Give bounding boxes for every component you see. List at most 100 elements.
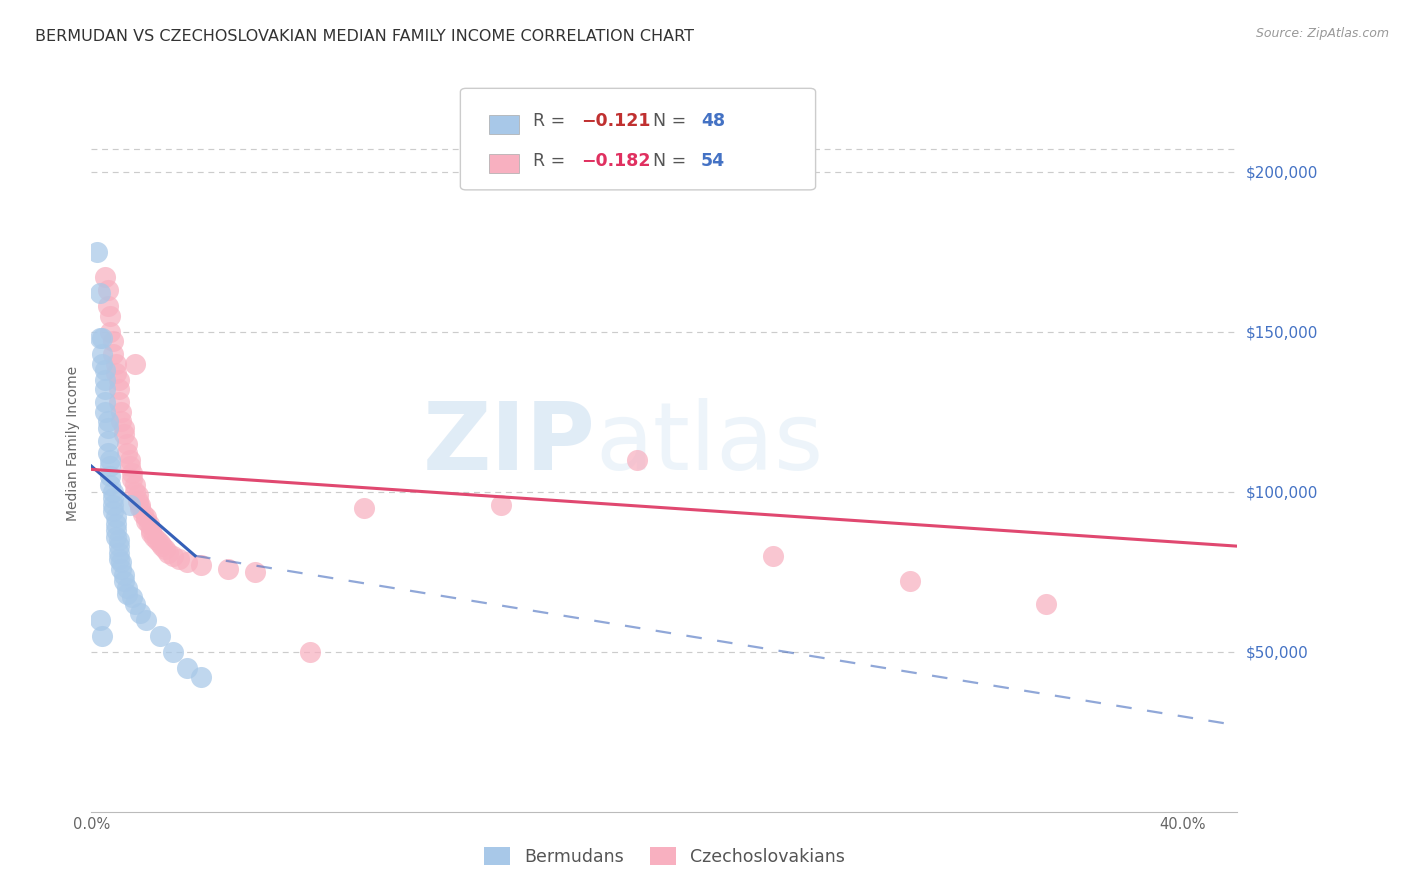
Point (94, 373, 117, 387)
Point (129, 498, 152, 512)
Point (141, 526, 163, 541)
Point (135, 514, 157, 528)
Point (97, 421, 120, 435)
Point (107, 395, 129, 409)
Text: N =: N = (652, 112, 692, 130)
Point (91, 357, 114, 371)
Point (103, 334, 125, 349)
Point (110, 555, 132, 569)
Point (1035, 597, 1057, 611)
Point (97, 414, 120, 428)
Point (94, 405, 117, 419)
Point (115, 437, 138, 451)
Point (121, 591, 143, 605)
Point (104, 516, 127, 531)
Text: R =: R = (533, 112, 571, 130)
Point (124, 484, 146, 499)
Point (97, 434, 120, 448)
Point (91, 629, 114, 643)
Point (149, 629, 172, 643)
Point (243, 565, 266, 579)
Point (103, 498, 125, 512)
Point (167, 552, 190, 566)
Point (118, 459, 141, 474)
Point (97, 299, 120, 313)
Point (162, 549, 184, 563)
Point (124, 597, 146, 611)
Point (150, 539, 173, 553)
Point (107, 533, 129, 547)
Point (104, 367, 127, 381)
Point (626, 452, 648, 467)
Text: ZIP: ZIP (423, 398, 596, 490)
Point (118, 498, 141, 512)
FancyBboxPatch shape (489, 154, 519, 173)
Point (135, 510, 157, 524)
Point (94, 383, 117, 397)
Point (298, 645, 321, 659)
Y-axis label: Median Family Income: Median Family Income (66, 367, 80, 521)
FancyBboxPatch shape (460, 88, 815, 190)
Point (143, 530, 166, 544)
Point (190, 670, 212, 684)
Text: −0.121: −0.121 (581, 112, 650, 130)
Point (103, 484, 125, 499)
Text: 48: 48 (702, 112, 725, 130)
Point (104, 530, 127, 544)
Point (149, 536, 172, 550)
Text: −0.182: −0.182 (581, 153, 650, 170)
Point (898, 574, 921, 589)
Point (135, 613, 157, 627)
Point (112, 574, 135, 589)
Point (94, 363, 117, 377)
Point (112, 421, 135, 435)
Point (104, 523, 127, 537)
Point (353, 500, 375, 515)
Point (86, 244, 108, 259)
Point (100, 468, 122, 483)
FancyBboxPatch shape (489, 114, 519, 134)
Point (100, 478, 122, 492)
Point (89, 331, 111, 345)
Point (103, 491, 125, 505)
Point (91, 331, 114, 345)
Legend: Bermudans, Czechoslovakians: Bermudans, Czechoslovakians (477, 840, 852, 873)
Point (94, 395, 117, 409)
Point (762, 549, 785, 563)
Point (104, 510, 127, 524)
Point (110, 414, 132, 428)
Point (176, 661, 198, 675)
Point (94, 270, 117, 285)
Point (115, 446, 138, 460)
Point (162, 645, 184, 659)
Point (112, 427, 135, 442)
Point (121, 472, 143, 486)
Text: BERMUDAN VS CZECHOSLOVAKIAN MEDIAN FAMILY INCOME CORRELATION CHART: BERMUDAN VS CZECHOSLOVAKIAN MEDIAN FAMIL… (35, 29, 695, 44)
Text: atlas: atlas (596, 398, 824, 490)
Point (176, 555, 198, 569)
Point (97, 446, 120, 460)
Point (110, 405, 132, 419)
Text: 54: 54 (702, 153, 725, 170)
Point (107, 383, 129, 397)
Point (104, 357, 127, 371)
Point (100, 459, 122, 474)
Point (118, 452, 141, 467)
Point (146, 533, 169, 547)
Point (100, 325, 122, 339)
Point (132, 507, 155, 521)
Point (89, 286, 111, 301)
Point (112, 568, 135, 582)
Point (127, 494, 149, 508)
Point (107, 552, 129, 566)
Point (97, 283, 120, 297)
Point (115, 587, 138, 601)
Point (124, 357, 146, 371)
Point (103, 504, 125, 518)
Point (100, 452, 122, 467)
Point (138, 516, 160, 531)
Point (124, 478, 146, 492)
Point (89, 613, 111, 627)
Point (156, 545, 179, 559)
Point (153, 542, 176, 557)
